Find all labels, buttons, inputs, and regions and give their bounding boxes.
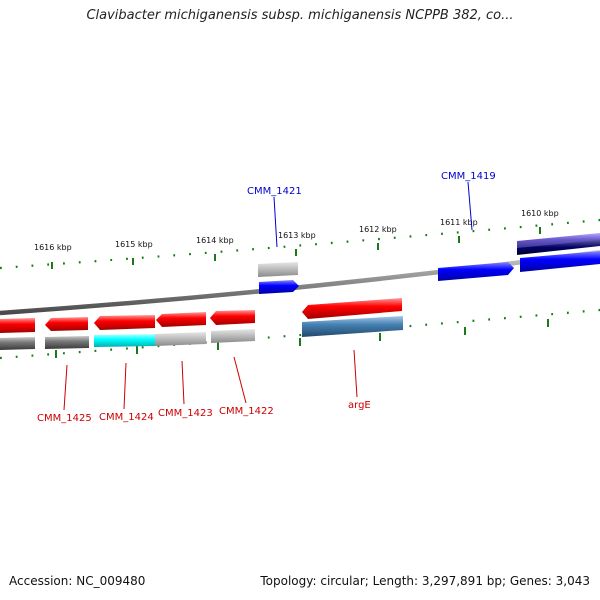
- gene-cmm1419-arrow[interactable]: [438, 262, 514, 281]
- forward-label-leaders: [273, 181, 473, 248]
- reverse-tick-ring: [0, 308, 600, 360]
- gene-label-cmm1422[interactable]: CMM_1422: [219, 406, 274, 417]
- gene-cmm1421-arrow[interactable]: [259, 280, 299, 294]
- major-ticks-forward: [51, 227, 541, 269]
- kbp-label: 1612 kbp: [359, 225, 397, 234]
- kbp-label: 1611 kbp: [440, 218, 478, 227]
- reverse-label-leaders: [63, 349, 358, 411]
- kbp-label: 1610 kbp: [521, 209, 559, 218]
- map-title: Clavibacter michiganensis subsp. michiga…: [86, 8, 514, 23]
- gene-forward-navy-arrow[interactable]: [517, 240, 600, 255]
- gene-label-cmm1424[interactable]: CMM_1424: [99, 412, 154, 423]
- accession-label: Accession: NC_009480: [9, 574, 146, 588]
- kbp-label: 1616 kbp: [34, 243, 72, 252]
- gene-cmm1424-arrow[interactable]: [94, 315, 155, 330]
- kbp-label: 1613 kbp: [278, 231, 316, 240]
- gene-reverse-gray-left[interactable]: [0, 337, 35, 350]
- kbp-label: 1615 kbp: [115, 240, 153, 249]
- gene-arge-blue-feature[interactable]: [302, 316, 403, 337]
- topology-label: Topology: circular; Length: 3,297,891 bp…: [260, 574, 590, 588]
- gene-cmm1422-arrow[interactable]: [210, 310, 255, 325]
- gene-cmm1425-gray-feature[interactable]: [45, 336, 89, 349]
- gene-reverse-arrow-left[interactable]: [0, 318, 35, 333]
- major-ticks-reverse: [55, 319, 549, 358]
- kbp-labels: 1616 kbp 1615 kbp 1614 kbp 1613 kbp 1612…: [34, 209, 559, 252]
- genome-backbone: [0, 249, 600, 316]
- gene-cmm1424-cyan-feature[interactable]: [94, 334, 155, 347]
- gene-arge-arrow[interactable]: [302, 298, 402, 319]
- gene-cmm1423-gray-feature[interactable]: [155, 332, 206, 346]
- gene-label-cmm1419[interactable]: CMM_1419: [441, 171, 496, 182]
- gene-cmm1423-arrow[interactable]: [156, 312, 206, 327]
- gene-label-cmm1421[interactable]: CMM_1421: [247, 186, 302, 197]
- gene-label-arge[interactable]: argE: [348, 400, 371, 411]
- gene-cmm1425-arrow[interactable]: [45, 317, 88, 331]
- gene-label-cmm1425[interactable]: CMM_1425: [37, 413, 92, 424]
- gene-forward-blue-arrow[interactable]: [520, 251, 600, 272]
- gene-cmm1421-gray-feature[interactable]: [258, 262, 298, 277]
- gene-forward-purple-arrow[interactable]: [517, 233, 600, 249]
- gene-cmm1422-gray-feature[interactable]: [211, 329, 255, 343]
- kbp-label: 1614 kbp: [196, 236, 234, 245]
- gene-label-cmm1423[interactable]: CMM_1423: [158, 408, 213, 419]
- forward-tick-ring: [0, 218, 600, 270]
